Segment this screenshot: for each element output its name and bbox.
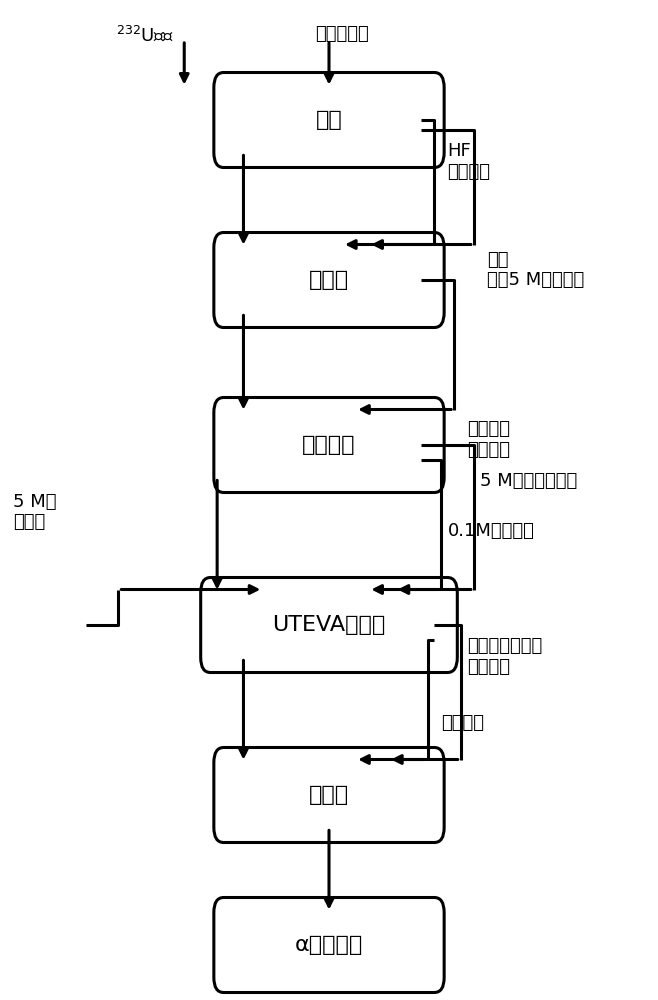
Text: 蒸干
转为5 M盐酸体系: 蒸干 转为5 M盐酸体系 [487,251,584,289]
Text: α谱仪测量: α谱仪测量 [295,935,363,955]
Text: 烘干、灰化: 烘干、灰化 [315,25,369,43]
Text: 抗坏血酸
搅拌溶解: 抗坏血酸 搅拌溶解 [467,420,510,459]
FancyBboxPatch shape [214,232,444,328]
FancyBboxPatch shape [201,578,457,672]
Text: 样品: 样品 [316,110,342,130]
Text: 0.1M盐酸解吸: 0.1M盐酸解吸 [447,522,534,540]
FancyBboxPatch shape [214,748,444,842]
Text: $^{232}$U示踪: $^{232}$U示踪 [116,25,174,44]
Text: 样品灰: 样品灰 [309,270,349,290]
FancyBboxPatch shape [214,898,444,992]
Text: UTEVA树脂柱: UTEVA树脂柱 [272,615,386,635]
FancyBboxPatch shape [214,73,444,167]
Text: 浓硝酸、浓硫酸
加热蒸干: 浓硝酸、浓硫酸 加热蒸干 [467,637,542,676]
Text: 样品溶液: 样品溶液 [302,435,356,455]
Text: HF
加热溶解: HF 加热溶解 [447,142,490,181]
Text: 电镀制源: 电镀制源 [441,714,484,732]
FancyBboxPatch shape [214,397,444,492]
Text: 解吸液: 解吸液 [309,785,349,805]
Text: 5 M盐酸流洗除杂: 5 M盐酸流洗除杂 [480,472,578,490]
Text: 5 M盐
酸平衡: 5 M盐 酸平衡 [13,493,57,531]
